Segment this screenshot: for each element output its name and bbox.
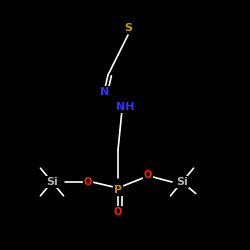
Text: O: O xyxy=(144,170,152,180)
Text: N: N xyxy=(100,87,110,97)
Text: O: O xyxy=(114,207,122,217)
Text: NH: NH xyxy=(116,102,134,112)
Text: Si: Si xyxy=(176,177,188,187)
Text: Si: Si xyxy=(46,177,58,187)
Text: P: P xyxy=(114,185,122,195)
Text: O: O xyxy=(84,177,92,187)
Text: S: S xyxy=(124,23,132,33)
